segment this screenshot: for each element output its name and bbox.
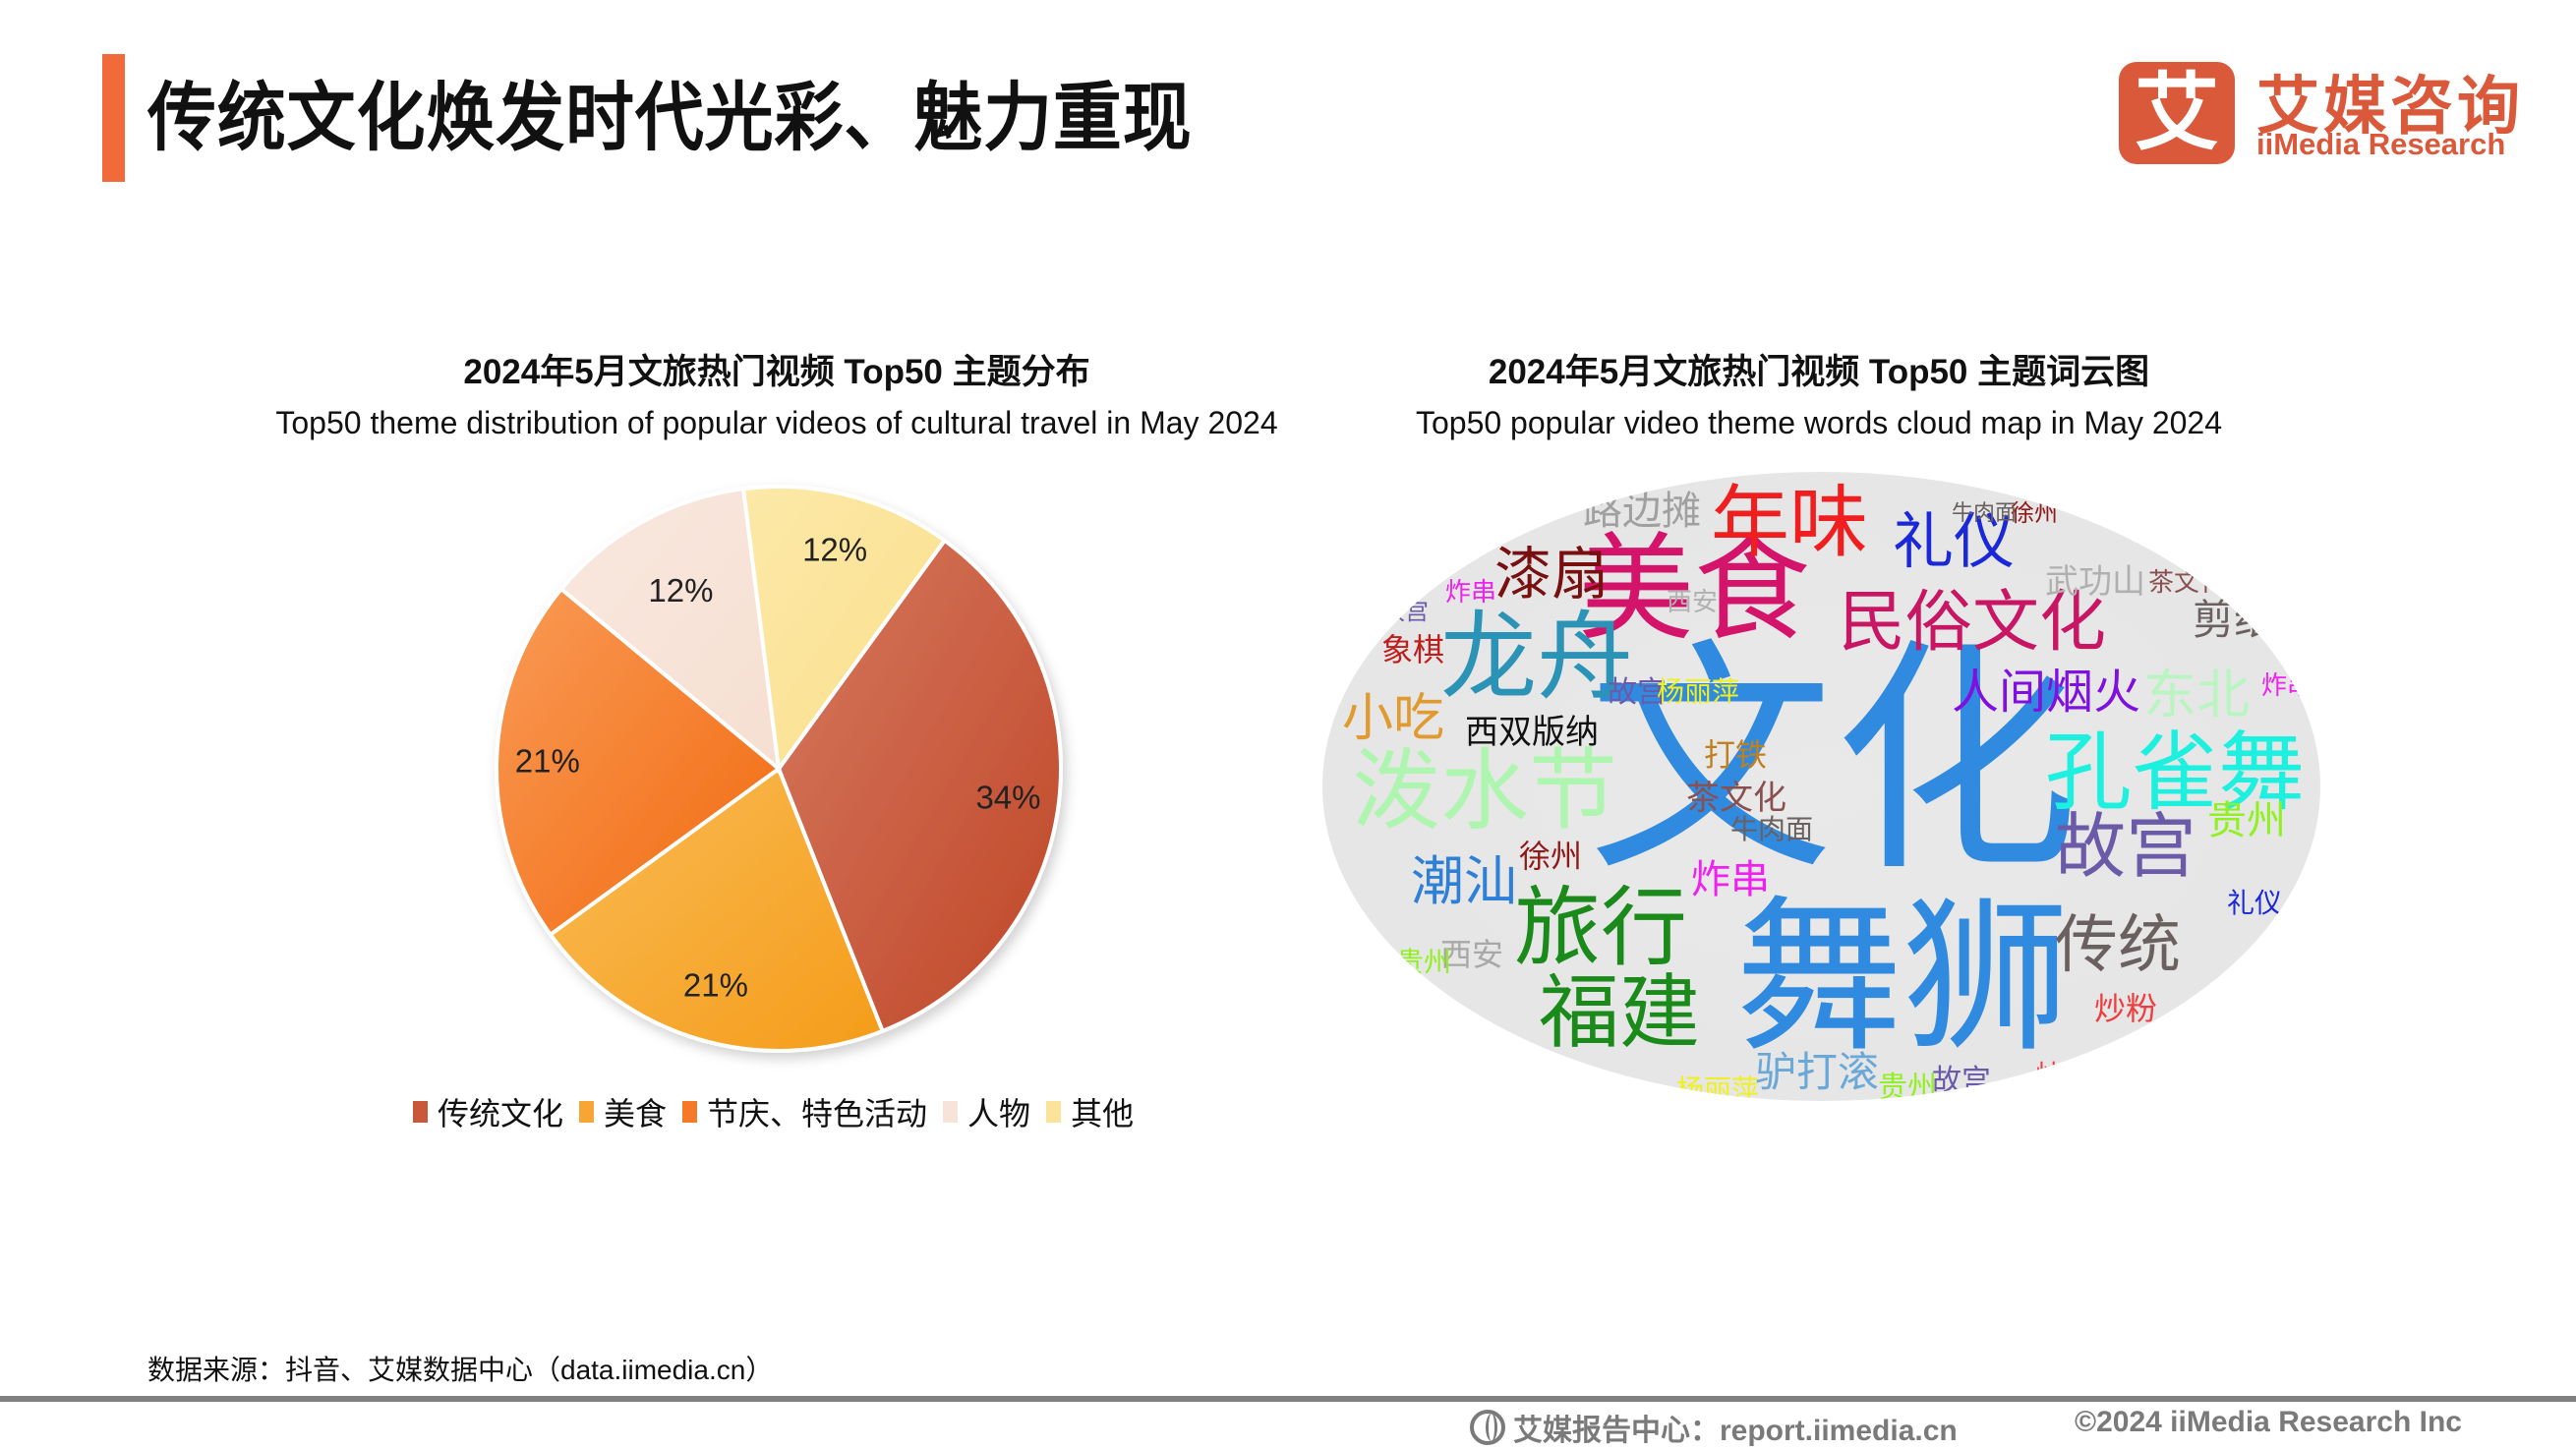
pie-slice-4 bbox=[740, 485, 948, 775]
legend-item: 美食 bbox=[579, 1089, 667, 1134]
wordcloud-word: 泼水节 bbox=[1352, 739, 1617, 842]
pie-slice-label: 12% bbox=[648, 572, 713, 609]
wordcloud-word: 徐州 bbox=[1519, 838, 1583, 875]
wordcloud-word: 剪纸 bbox=[2193, 596, 2276, 644]
wordcloud-word: 象棋 bbox=[1381, 631, 1445, 668]
wordcloud-word: 贵州 bbox=[2207, 798, 2286, 843]
wordcloud-word: 徐州 bbox=[2011, 499, 2058, 527]
wordcloud-word: 驴打滚 bbox=[1755, 1048, 1880, 1096]
legend-label: 人物 bbox=[967, 1096, 1031, 1131]
globe-icon bbox=[1470, 1410, 1505, 1445]
pie-slice-label: 34% bbox=[975, 779, 1040, 815]
iimedia-logo: 艾 艾媒咨询 iiMedia Research bbox=[2119, 62, 2532, 165]
wordcloud-word: 人间烟火 bbox=[1952, 665, 2141, 720]
legend-item: 人物 bbox=[943, 1089, 1030, 1134]
wordcloud-word: 礼仪 bbox=[2227, 887, 2283, 919]
wordcloud-word: 民俗文化 bbox=[1839, 584, 2107, 662]
wordcloud-word: 炒粉 bbox=[2094, 990, 2158, 1027]
wordcloud-word: 茶文化 bbox=[1686, 779, 1786, 818]
wordcloud-word: 故宫 bbox=[1608, 675, 1667, 710]
wordcloud-word: 礼仪 bbox=[1893, 505, 2016, 577]
wordcloud-word: 炒粉 bbox=[2035, 1059, 2091, 1091]
wordcloud-word: 旅行 bbox=[1514, 877, 1688, 978]
wordcloud-word: 杨丽萍 bbox=[1676, 1073, 1760, 1102]
wordcloud-word: 年味 bbox=[1711, 477, 1868, 568]
wordcloud-word: 传统 bbox=[2055, 909, 2181, 982]
legend-label: 美食 bbox=[604, 1096, 668, 1131]
wordcloud-word: 贵州 bbox=[1878, 1071, 1937, 1102]
legend-item: 其他 bbox=[1046, 1089, 1134, 1134]
wordcloud-word: 福建 bbox=[1539, 966, 1701, 1060]
wordcloud-word: 孔雀舞 bbox=[2045, 722, 2306, 823]
legend-label: 传统文化 bbox=[438, 1096, 564, 1131]
wordcloud-word: 杨丽萍 bbox=[1657, 675, 1740, 708]
title-accent-bar bbox=[102, 54, 125, 182]
legend-swatch-icon bbox=[943, 1101, 959, 1123]
pie-chart-subtitle: Top50 theme distribution of popular vide… bbox=[275, 405, 1278, 440]
pie-legend: 传统文化 美食 节庆、特色活动 人物 其他 bbox=[413, 1089, 1160, 1134]
wordcloud-word: 西双版纳 bbox=[1465, 713, 1599, 752]
logo-mark-icon: 艾 bbox=[2119, 62, 2235, 164]
wordcloud-word: 路边摊 bbox=[1583, 489, 1701, 534]
wordcloud-word: 舞狮 bbox=[1735, 881, 2071, 1075]
wordcloud-word: 美食 bbox=[1578, 521, 1811, 657]
legend-item: 节庆、特色活动 bbox=[682, 1089, 927, 1134]
wordcloud-word: 牛肉面 bbox=[1952, 501, 2018, 526]
legend-swatch-icon bbox=[579, 1101, 595, 1123]
pie-chart: 34% 21% 21% 12% 12% bbox=[495, 485, 1063, 1053]
pie-slice-1 bbox=[548, 765, 886, 1053]
wordcloud-subtitle: Top50 popular video theme words cloud ma… bbox=[1415, 405, 2223, 440]
pie-slice-label: 12% bbox=[802, 532, 867, 568]
report-center-link[interactable]: 艾媒报告中心：report.iimedia.cn bbox=[1513, 1415, 1958, 1447]
wordcloud: 文化 舞狮 美食 年味 龙舟 泼水节 孔雀舞 民俗文化 旅行 福建 故宫 传统 漆扇 礼仪 人间烟火 东北 潮汕… bbox=[1322, 472, 2320, 1101]
wordcloud-word: 打铁 bbox=[1704, 736, 1768, 774]
pie-chart-title: 2024年5月文旅热门视频 Top50 主题分布 bbox=[463, 353, 1090, 391]
legend-label: 节庆、特色活动 bbox=[707, 1096, 928, 1131]
logo-name-cn: 艾媒咨询 bbox=[2256, 71, 2524, 142]
wordcloud-word: 炸串 bbox=[1691, 857, 1770, 902]
footer-divider bbox=[0, 1396, 2576, 1402]
wordcloud-title: 2024年5月文旅热门视频 Top50 主题词云图 bbox=[1488, 353, 2150, 391]
wordcloud-word: 故宫 bbox=[1932, 1064, 1991, 1098]
wordcloud-word: 茶文化 bbox=[2148, 568, 2226, 598]
legend-item: 传统文化 bbox=[413, 1089, 563, 1134]
pie-slice-0 bbox=[776, 538, 1063, 1034]
pie-slice-2 bbox=[495, 586, 783, 938]
data-source: 数据来源：抖音、艾媒数据中心（data.iimedia.cn） bbox=[147, 1355, 774, 1385]
wordcloud-word: 故宫 bbox=[2055, 805, 2197, 888]
wordcloud-word: 西安 bbox=[1440, 936, 1504, 973]
page-title: 传统文化焕发时代光彩、魅力重现 bbox=[147, 77, 1193, 160]
wordcloud-word: 贵州 bbox=[1396, 946, 1452, 978]
wordcloud-word: 文化 bbox=[1588, 618, 2079, 904]
legend-label: 其他 bbox=[1071, 1096, 1135, 1131]
wordcloud-word: 潮汕 bbox=[1411, 850, 1517, 912]
copyright: ©2024 iiMedia Research Inc bbox=[2075, 1406, 2462, 1438]
legend-swatch-icon bbox=[1046, 1101, 1062, 1123]
report-center: 艾媒报告中心：report.iimedia.cn bbox=[1470, 1406, 1958, 1449]
logo-name-en: iiMedia Research bbox=[2256, 127, 2506, 161]
wordcloud-word: 西安 bbox=[1667, 588, 1719, 617]
wordcloud-word: 故宫 bbox=[1381, 598, 1429, 625]
pie-slice-label: 21% bbox=[515, 743, 580, 780]
wordcloud-word: 牛肉面 bbox=[1730, 813, 1814, 845]
legend-swatch-icon bbox=[413, 1101, 428, 1123]
wordcloud-word: 东北 bbox=[2143, 664, 2250, 725]
wordcloud-word: 武功山 bbox=[2045, 562, 2145, 602]
wordcloud-word: 龙舟 bbox=[1440, 602, 1634, 714]
pie-slice-label: 21% bbox=[683, 966, 748, 1003]
pie-slice-3 bbox=[558, 487, 782, 774]
wordcloud-word: 炸串 bbox=[2261, 671, 2313, 701]
wordcloud-word: 小吃 bbox=[1342, 689, 1445, 748]
legend-swatch-icon bbox=[682, 1101, 698, 1123]
wordcloud-word: 漆扇 bbox=[1494, 541, 1610, 608]
wordcloud-word: 炸串 bbox=[1445, 578, 1497, 608]
